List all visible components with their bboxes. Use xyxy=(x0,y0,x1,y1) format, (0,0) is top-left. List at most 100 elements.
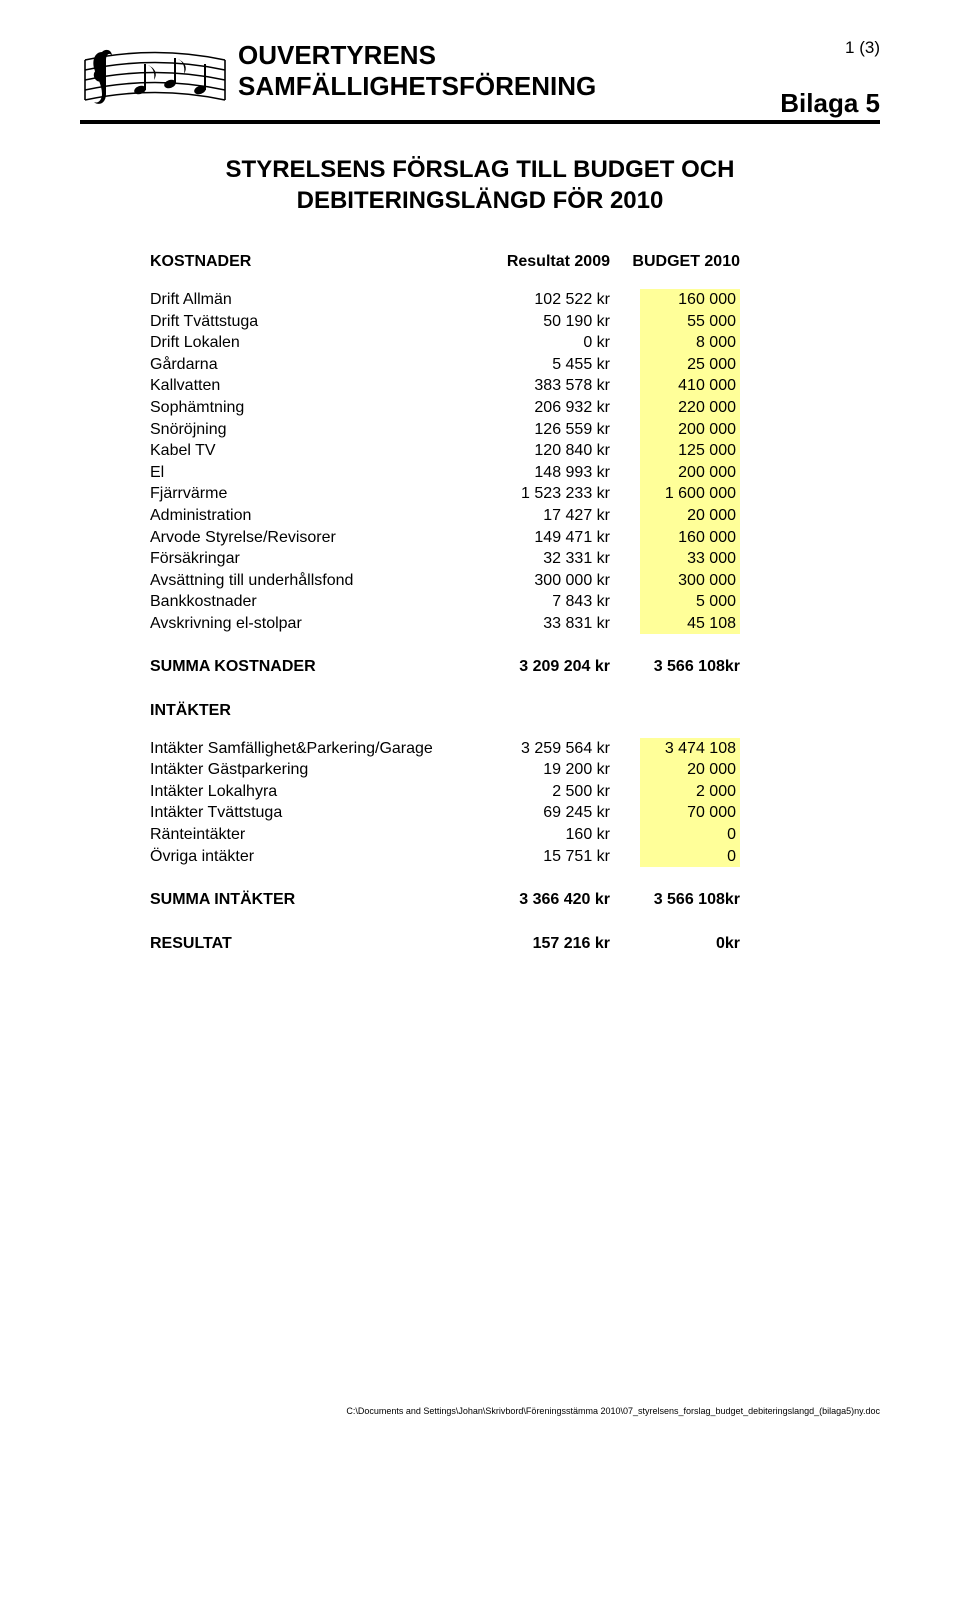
income-rows: Intäkter Samfällighet&Parkering/Garage3 … xyxy=(150,738,880,868)
table-row: Fjärrvärme1 523 233 kr 1 600 000 xyxy=(150,483,880,505)
row-result: 1 523 233 kr xyxy=(470,483,610,505)
document-title-line1: STYRELSENS FÖRSLAG TILL BUDGET OCH xyxy=(80,154,880,185)
table-row: Försäkringar32 331 kr33 000 xyxy=(150,548,880,570)
income-header-row: INTÄKTER xyxy=(150,700,880,722)
budget-highlight: 25 000 xyxy=(640,354,740,376)
row-result: 17 427 kr xyxy=(470,505,610,527)
budget-highlight: 70 000 xyxy=(640,802,740,824)
row-budget: 20 000 xyxy=(610,505,740,527)
table-row: Intäkter Samfällighet&Parkering/Garage3 … xyxy=(150,738,880,760)
row-budget: 125 000 xyxy=(610,440,740,462)
table-row: El148 993 kr200 000 xyxy=(150,462,880,484)
budget-highlight: 410 000 xyxy=(640,375,740,397)
budget-highlight: 0 xyxy=(640,846,740,868)
row-result: 69 245 kr xyxy=(470,802,610,824)
org-logo xyxy=(80,40,230,120)
budget-highlight: 125 000 xyxy=(640,440,740,462)
row-result: 383 578 kr xyxy=(470,375,610,397)
row-label: Övriga intäkter xyxy=(150,846,470,868)
resultat-row: RESULTAT 157 216 kr 0kr xyxy=(150,933,880,955)
row-result: 126 559 kr xyxy=(470,419,610,441)
budget-highlight: 20 000 xyxy=(640,759,740,781)
budget-highlight: 2 000 xyxy=(640,781,740,803)
row-label: Fjärrvärme xyxy=(150,483,470,505)
row-result: 206 932 kr xyxy=(470,397,610,419)
table-row: Intäkter Gästparkering19 200 kr20 000 xyxy=(150,759,880,781)
table-row: Kabel TV120 840 kr 125 000 xyxy=(150,440,880,462)
row-label: Intäkter Samfällighet&Parkering/Garage xyxy=(150,738,470,760)
row-budget: 200 000 xyxy=(610,462,740,484)
row-result: 120 840 kr xyxy=(470,440,610,462)
row-budget: 300 000 xyxy=(610,570,740,592)
budget-highlight: 5 000 xyxy=(640,591,740,613)
row-label: El xyxy=(150,462,470,484)
row-label: Kabel TV xyxy=(150,440,470,462)
resultat-budget: 0kr xyxy=(610,933,740,955)
budget-highlight: 1 600 000 xyxy=(640,483,740,505)
costs-header-row: KOSTNADER Resultat 2009 BUDGET 2010 xyxy=(150,251,880,273)
sum-costs-result: 3 209 204 kr xyxy=(470,656,610,678)
row-result: 19 200 kr xyxy=(470,759,610,781)
table-row: Administration17 427 kr20 000 xyxy=(150,505,880,527)
row-budget: 5 000 xyxy=(610,591,740,613)
row-label: Kallvatten xyxy=(150,375,470,397)
document-title-line2: DEBITERINGSLÄNGD FÖR 2010 xyxy=(80,185,880,216)
row-budget: 200 000 xyxy=(610,419,740,441)
table-row: Arvode Styrelse/Revisorer149 471 kr 160 0… xyxy=(150,527,880,549)
resultat-result: 157 216 kr xyxy=(470,933,610,955)
income-header-label: INTÄKTER xyxy=(150,700,470,722)
row-budget: 410 000 xyxy=(610,375,740,397)
row-label: Ränteintäkter xyxy=(150,824,470,846)
row-label: Drift Tvättstuga xyxy=(150,311,470,333)
table-row: Bankkostnader7 843 kr5 000 xyxy=(150,591,880,613)
row-result: 2 500 kr xyxy=(470,781,610,803)
budget-header: BUDGET 2010 xyxy=(610,251,740,273)
table-row: Snöröjning126 559 kr 200 000 xyxy=(150,419,880,441)
row-budget: 33 000 xyxy=(610,548,740,570)
content-body: KOSTNADER Resultat 2009 BUDGET 2010 Drif… xyxy=(80,251,880,954)
row-label: Snöröjning xyxy=(150,419,470,441)
budget-highlight: 160 000 xyxy=(640,527,740,549)
document-title: STYRELSENS FÖRSLAG TILL BUDGET OCH DEBIT… xyxy=(80,154,880,216)
row-label: Gårdarna xyxy=(150,354,470,376)
row-budget: 45 108 xyxy=(610,613,740,635)
row-result: 160 kr xyxy=(470,824,610,846)
table-row: Drift Allmän102 522 kr160 000 xyxy=(150,289,880,311)
row-budget: 0 xyxy=(610,824,740,846)
row-result: 15 751 kr xyxy=(470,846,610,868)
costs-rows: Drift Allmän102 522 kr160 000Drift Tvätt… xyxy=(150,289,880,635)
row-label: Försäkringar xyxy=(150,548,470,570)
sum-income-result: 3 366 420 kr xyxy=(470,889,610,911)
row-budget: 20 000 xyxy=(610,759,740,781)
row-label: Sophämtning xyxy=(150,397,470,419)
row-label: Arvode Styrelse/Revisorer xyxy=(150,527,470,549)
budget-highlight: 300 000 xyxy=(640,570,740,592)
budget-highlight: 200 000 xyxy=(640,419,740,441)
row-result: 149 471 kr xyxy=(470,527,610,549)
row-result: 300 000 kr xyxy=(470,570,610,592)
row-label: Intäkter Tvättstuga xyxy=(150,802,470,824)
row-budget: 1 600 000 xyxy=(610,483,740,505)
attachment-label: Bilaga 5 xyxy=(780,88,880,119)
row-result: 50 190 kr xyxy=(470,311,610,333)
row-label: Bankkostnader xyxy=(150,591,470,613)
row-result: 102 522 kr xyxy=(470,289,610,311)
budget-highlight: 45 108 xyxy=(640,613,740,635)
row-budget: 160 000 xyxy=(610,289,740,311)
table-row: Gårdarna5 455 kr25 000 xyxy=(150,354,880,376)
table-row: Avskrivning el-stolpar33 831 kr45 108 xyxy=(150,613,880,635)
row-budget: 2 000 xyxy=(610,781,740,803)
table-row: Drift Tvättstuga50 190 kr 55 000 xyxy=(150,311,880,333)
sum-costs-label: SUMMA KOSTNADER xyxy=(150,656,470,678)
row-result: 148 993 kr xyxy=(470,462,610,484)
row-result: 3 259 564 kr xyxy=(470,738,610,760)
page: 1 (3) xyxy=(0,0,960,1434)
row-result: 0 kr xyxy=(470,332,610,354)
row-label: Intäkter Lokalhyra xyxy=(150,781,470,803)
sum-income-label: SUMMA INTÄKTER xyxy=(150,889,470,911)
budget-highlight: 0 xyxy=(640,824,740,846)
resultat-label: RESULTAT xyxy=(150,933,470,955)
sum-costs-row: SUMMA KOSTNADER 3 209 204 kr 3 566 108kr xyxy=(150,656,880,678)
budget-highlight: 55 000 xyxy=(640,311,740,333)
table-row: Övriga intäkter15 751 kr 0 xyxy=(150,846,880,868)
